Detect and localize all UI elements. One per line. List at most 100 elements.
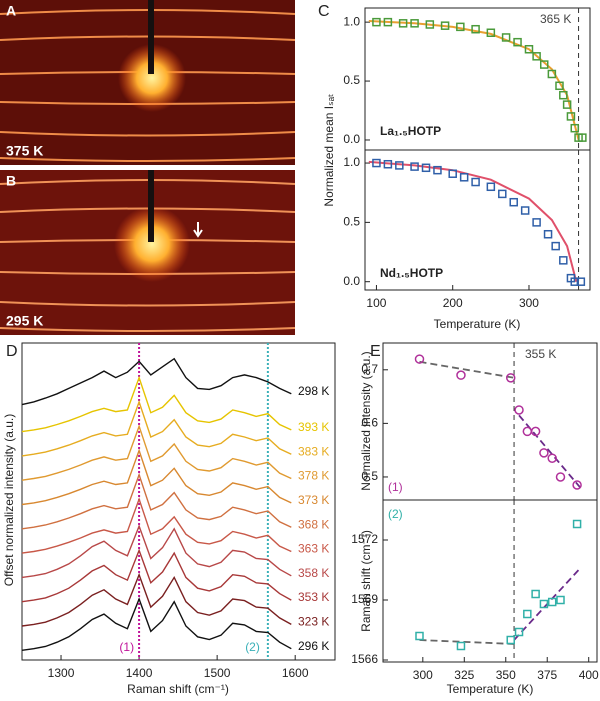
x-tick-label: 1400 — [126, 666, 153, 680]
data-point — [539, 448, 549, 458]
x-tick-label: 100 — [366, 296, 386, 310]
data-point — [372, 17, 381, 27]
data-point — [524, 44, 534, 54]
series-label: 296 K — [298, 639, 329, 653]
data-point — [532, 218, 541, 227]
x-tick-label: 200 — [443, 296, 463, 310]
x-tick-label: 1500 — [204, 666, 231, 680]
panel-annotation: (1) — [388, 480, 403, 494]
y-tick-label: 0.5 — [343, 73, 360, 87]
annotation: 355 K — [525, 347, 556, 361]
data-point — [398, 19, 408, 28]
data-point — [410, 19, 419, 28]
spectrum — [21, 548, 292, 603]
y-axis-title: Raman shift (cm⁻¹) — [359, 530, 373, 632]
fit-line — [368, 20, 580, 141]
data-point — [543, 229, 553, 239]
data-point — [509, 197, 518, 207]
image-label: 375 K — [6, 143, 43, 159]
fit-line — [419, 360, 515, 379]
data-point — [551, 241, 560, 251]
spectrum — [21, 448, 292, 506]
data-point — [514, 405, 524, 415]
data-point — [559, 90, 568, 100]
x-tick-label: 400 — [579, 668, 599, 682]
data-point — [410, 162, 419, 171]
series-label: 353 K — [298, 590, 329, 604]
annotation: (1) — [119, 640, 134, 654]
data-point — [513, 37, 522, 47]
data-point — [570, 277, 579, 286]
spectrum — [21, 597, 292, 651]
y-tick-label: 0.6 — [361, 416, 378, 430]
data-point — [555, 81, 564, 91]
x-tick-label: 325 — [454, 668, 474, 682]
data-point — [522, 426, 533, 437]
data-point — [572, 519, 582, 529]
spectrum — [21, 496, 292, 554]
fit-line — [419, 639, 515, 645]
x-tick-label: 375 — [537, 668, 557, 682]
series-label: 358 K — [298, 566, 329, 580]
panel-letter: A — [6, 3, 16, 19]
data-point — [530, 426, 541, 437]
x-tick-label: 350 — [496, 668, 516, 682]
data-point — [523, 609, 532, 619]
series-label: 383 K — [298, 444, 329, 458]
series-label: 323 K — [298, 615, 329, 629]
panel-letter: B — [6, 173, 16, 189]
data-point — [459, 173, 469, 182]
spectrum — [21, 357, 292, 406]
data-point — [547, 453, 557, 463]
data-point — [471, 24, 480, 34]
x-tick-label: 300 — [519, 296, 539, 310]
data-point — [421, 163, 431, 173]
series-label: 363 K — [298, 542, 329, 556]
panel-annotation: La₁.₅HOTP — [380, 124, 441, 138]
data-point — [486, 182, 496, 192]
data-point — [576, 277, 586, 286]
spectrum — [21, 399, 292, 457]
data-point — [414, 354, 425, 364]
y-tick-label: 1566 — [351, 652, 378, 666]
data-point — [555, 472, 566, 482]
data-point — [514, 627, 524, 637]
data-point — [547, 69, 557, 79]
x-tick-label: 1600 — [282, 666, 309, 680]
data-point — [415, 631, 424, 641]
y-tick-label: 0.7 — [361, 362, 378, 376]
panel-letter: C — [318, 3, 330, 20]
data-point — [505, 373, 516, 383]
image-label: 295 K — [6, 313, 43, 329]
x-axis-title: Temperature (K) — [434, 317, 521, 331]
plot-frame — [364, 149, 591, 291]
y-tick-label: 1572 — [351, 532, 378, 546]
series-label: 378 K — [298, 469, 329, 483]
plot-frame — [21, 342, 336, 661]
spectrum — [21, 424, 292, 481]
data-point — [471, 177, 480, 187]
data-point — [572, 480, 582, 490]
spectrum — [21, 375, 292, 433]
data-point — [556, 595, 565, 605]
data-point — [486, 28, 496, 37]
y-tick-label: 0.0 — [343, 274, 360, 288]
spectrum — [21, 572, 292, 627]
y-tick-label: 0.0 — [343, 132, 360, 146]
data-point — [456, 641, 466, 651]
data-point — [383, 17, 393, 27]
data-point — [539, 60, 549, 69]
data-point — [506, 635, 515, 645]
data-point — [539, 599, 549, 609]
x-axis-title: Raman shift (cm⁻¹) — [127, 682, 229, 696]
y-axis-title: Offset normalized intensity (a.u.) — [2, 414, 16, 587]
data-point — [520, 206, 530, 215]
y-tick-label: 0.5 — [343, 215, 360, 229]
panel-b-image: B 295 K — [0, 170, 296, 335]
data-point — [383, 159, 393, 169]
series-label: 368 K — [298, 517, 329, 531]
data-point — [395, 161, 404, 170]
panel-letter: D — [6, 343, 18, 360]
data-point — [531, 589, 540, 599]
